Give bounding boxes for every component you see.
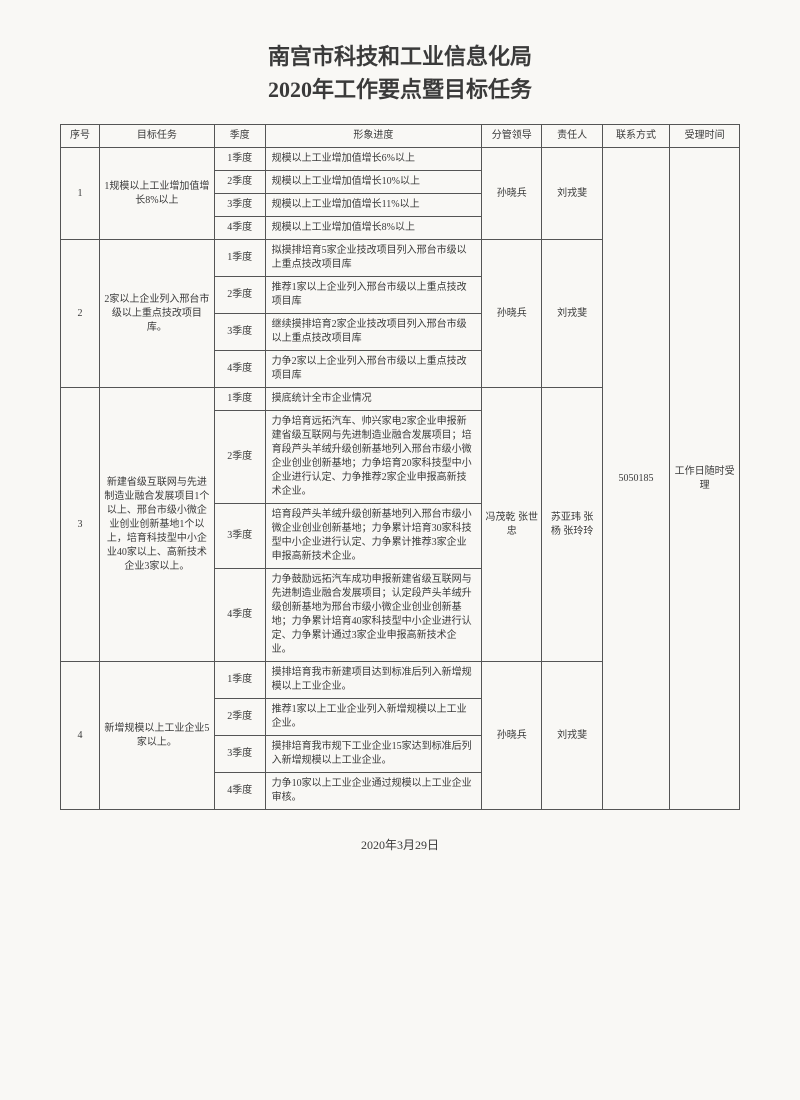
cell-responsible: 刘戎斐 bbox=[542, 148, 602, 240]
cell-quarter: 4季度 bbox=[214, 773, 265, 810]
cell-progress: 培育段芦头羊绒升级创新基地列入邢台市级小微企业创业创新基地；力争累计培育30家科… bbox=[265, 504, 481, 569]
cell-progress: 规模以上工业增加值增长8%以上 bbox=[265, 217, 481, 240]
cell-quarter: 4季度 bbox=[214, 217, 265, 240]
cell-task: 2家以上企业列入邢台市级以上重点技改项目库。 bbox=[100, 240, 215, 388]
cell-responsible: 刘戎斐 bbox=[542, 662, 602, 810]
cell-quarter: 2季度 bbox=[214, 277, 265, 314]
cell-quarter: 3季度 bbox=[214, 194, 265, 217]
cell-leader: 孙晓兵 bbox=[482, 240, 542, 388]
cell-quarter: 3季度 bbox=[214, 504, 265, 569]
cell-progress: 力争10家以上工业企业通过规模以上工业企业审核。 bbox=[265, 773, 481, 810]
cell-task: 新增规模以上工业企业5家以上。 bbox=[100, 662, 215, 810]
cell-quarter: 1季度 bbox=[214, 240, 265, 277]
cell-quarter: 1季度 bbox=[214, 662, 265, 699]
cell-leader: 孙晓兵 bbox=[482, 662, 542, 810]
cell-progress: 摸排培育我市新建项目达到标准后列入新增规模以上工业企业。 bbox=[265, 662, 481, 699]
cell-progress: 摸底统计全市企业情况 bbox=[265, 388, 481, 411]
cell-progress: 力争培育远拓汽车、帅兴家电2家企业申报新建省级互联网与先进制造业融合发展项目；培… bbox=[265, 411, 481, 504]
table-body: 11规模以上工业增加值增长8%以上1季度规模以上工业增加值增长6%以上孙晓兵刘戎… bbox=[61, 148, 740, 810]
cell-contact: 5050185 bbox=[602, 148, 669, 810]
cell-progress: 规模以上工业增加值增长10%以上 bbox=[265, 171, 481, 194]
th-accept: 受理时间 bbox=[670, 125, 740, 148]
cell-seq: 2 bbox=[61, 240, 100, 388]
cell-task: 新建省级互联网与先进制造业融合发展项目1个以上、邢台市级小微企业创业创新基地1个… bbox=[100, 388, 215, 662]
cell-seq: 1 bbox=[61, 148, 100, 240]
th-quarter: 季度 bbox=[214, 125, 265, 148]
cell-quarter: 1季度 bbox=[214, 148, 265, 171]
cell-leader: 冯茂乾 张世忠 bbox=[482, 388, 542, 662]
cell-accept-time: 工作日随时受理 bbox=[670, 148, 740, 810]
header-row: 序号 目标任务 季度 形象进度 分管领导 责任人 联系方式 受理时间 bbox=[61, 125, 740, 148]
th-seq: 序号 bbox=[61, 125, 100, 148]
cell-responsible: 苏亚玮 张 杨 张玲玲 bbox=[542, 388, 602, 662]
th-leader: 分管领导 bbox=[482, 125, 542, 148]
cell-progress: 继续摸排培育2家企业技改项目列入邢台市级以上重点技改项目库 bbox=[265, 314, 481, 351]
cell-quarter: 3季度 bbox=[214, 736, 265, 773]
cell-quarter: 2季度 bbox=[214, 171, 265, 194]
cell-quarter: 4季度 bbox=[214, 569, 265, 662]
th-progress: 形象进度 bbox=[265, 125, 481, 148]
cell-progress: 推荐1家以上工业企业列入新增规模以上工业企业。 bbox=[265, 699, 481, 736]
cell-progress: 规模以上工业增加值增长6%以上 bbox=[265, 148, 481, 171]
th-contact: 联系方式 bbox=[602, 125, 669, 148]
title-line-1: 南宫市科技和工业信息化局 bbox=[60, 40, 740, 73]
cell-progress: 力争鼓励远拓汽车成功申报新建省级互联网与先进制造业融合发展项目；认定段芦头羊绒升… bbox=[265, 569, 481, 662]
cell-progress: 摸排培育我市规下工业企业15家达到标准后列入新增规模以上工业企业。 bbox=[265, 736, 481, 773]
cell-progress: 拟摸排培育5家企业技改项目列入邢台市级以上重点技改项目库 bbox=[265, 240, 481, 277]
cell-quarter: 1季度 bbox=[214, 388, 265, 411]
cell-quarter: 4季度 bbox=[214, 351, 265, 388]
th-task: 目标任务 bbox=[100, 125, 215, 148]
cell-seq: 4 bbox=[61, 662, 100, 810]
table-row: 11规模以上工业增加值增长8%以上1季度规模以上工业增加值增长6%以上孙晓兵刘戎… bbox=[61, 148, 740, 171]
cell-quarter: 2季度 bbox=[214, 411, 265, 504]
cell-quarter: 3季度 bbox=[214, 314, 265, 351]
cell-progress: 推荐1家以上企业列入邢台市级以上重点技改项目库 bbox=[265, 277, 481, 314]
cell-task: 1规模以上工业增加值增长8%以上 bbox=[100, 148, 215, 240]
cell-quarter: 2季度 bbox=[214, 699, 265, 736]
cell-progress: 规模以上工业增加值增长11%以上 bbox=[265, 194, 481, 217]
cell-progress: 力争2家以上企业列入邢台市级以上重点技改项目库 bbox=[265, 351, 481, 388]
tasks-table: 序号 目标任务 季度 形象进度 分管领导 责任人 联系方式 受理时间 11规模以… bbox=[60, 124, 740, 810]
th-responsible: 责任人 bbox=[542, 125, 602, 148]
title-line-2: 2020年工作要点暨目标任务 bbox=[60, 73, 740, 106]
cell-leader: 孙晓兵 bbox=[482, 148, 542, 240]
footer-date: 2020年3月29日 bbox=[60, 836, 740, 853]
cell-responsible: 刘戎斐 bbox=[542, 240, 602, 388]
cell-seq: 3 bbox=[61, 388, 100, 662]
document-title: 南宫市科技和工业信息化局 2020年工作要点暨目标任务 bbox=[60, 40, 740, 106]
